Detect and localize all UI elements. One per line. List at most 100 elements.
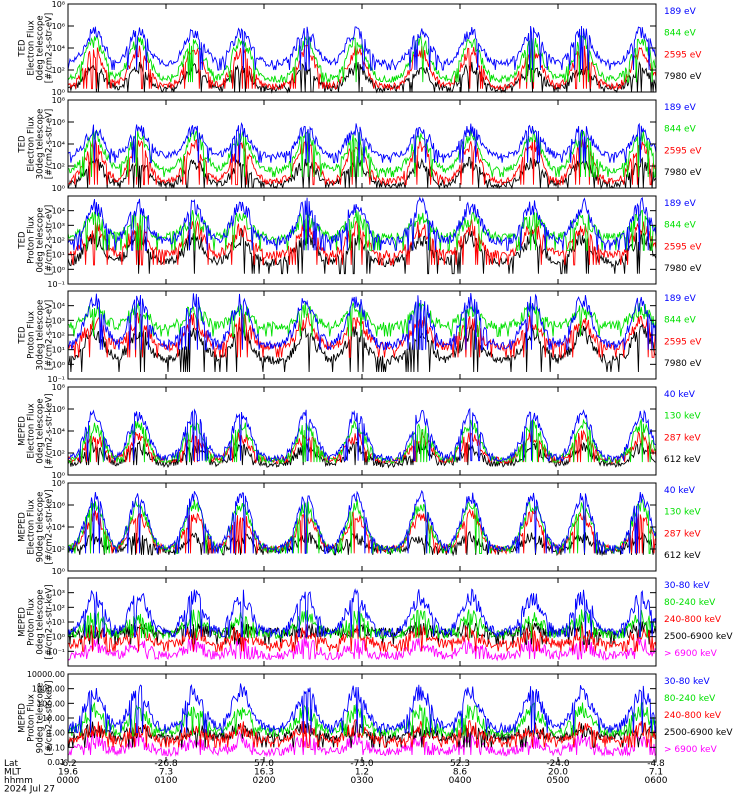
- x-tick-hhmm: 0600: [645, 776, 668, 786]
- y-axis-label-line: [#/cm2-s-str-eV]: [45, 13, 55, 83]
- y-tick-label: 10⁻¹: [47, 375, 65, 384]
- legend-entry: 7980 eV: [664, 168, 702, 178]
- y-axis-label: TEDElectron Flux0deg telescope[#/cm2-s-s…: [18, 13, 55, 83]
- y-axis-label-line: TED: [18, 135, 28, 154]
- legend-entry: > 6900 keV: [664, 649, 718, 659]
- y-axis-label-line: 0deg telescope: [36, 589, 46, 654]
- panel-5: 10⁰ 10² 10⁴ 10⁶ 10⁸ MEPEDElectron Flux0deg te…: [18, 383, 702, 480]
- x-tick-mlt: 16.3: [254, 768, 274, 778]
- series-3-1-line: [67, 227, 657, 275]
- series-4-4-line: [67, 292, 657, 351]
- legend-entry: 2595 eV: [664, 50, 702, 60]
- y-axis-label: TEDProton Flux30deg telescope[#/cm2-s-st…: [18, 300, 55, 371]
- y-tick-label: 10⁻¹: [47, 280, 65, 289]
- y-tick-label: 10¹: [52, 251, 65, 260]
- x-tick-lat: -73.0: [350, 759, 374, 769]
- y-axis-label-line: Proton Flux: [27, 216, 37, 264]
- x-tick-lat: 57.0: [254, 759, 274, 769]
- y-tick-label: 10⁶: [52, 22, 65, 31]
- legend-entry: 844 eV: [664, 221, 697, 231]
- panel-6: 10⁰ 10² 10⁴ 10⁶ 10⁸ MEPEDElectron Flux90deg t…: [18, 479, 702, 576]
- y-axis-label-line: TED: [18, 326, 28, 345]
- y-axis-label-line: [#/cm2-s-str-eV]: [45, 205, 55, 275]
- y-tick-label: 10000.00: [27, 670, 65, 679]
- x-tick-hhmm: 0200: [253, 776, 276, 786]
- y-tick-label: 10⁴: [52, 207, 65, 216]
- legend-entry: 189 eV: [664, 7, 697, 17]
- y-tick-label: 10⁻¹: [47, 647, 65, 656]
- y-tick-label: 10⁸: [52, 0, 65, 9]
- series-2-2-line: [67, 138, 657, 187]
- y-tick-label: 1.00: [47, 729, 65, 738]
- y-axis-label-line: 0deg telescope: [36, 398, 46, 463]
- series-7-5-line: [67, 588, 657, 639]
- legend-entry: 240-800 keV: [664, 711, 722, 721]
- legend-entry: 612 keV: [664, 551, 701, 561]
- legend-entry: 844 eV: [664, 29, 697, 39]
- x-tick-hhmm: 0500: [547, 776, 570, 786]
- y-axis-label-line: [#/cm2-s-str-keV]: [45, 394, 55, 469]
- y-axis-label: TEDElectron Flux30deg telescope[#/cm2-s-…: [18, 109, 55, 180]
- x-tick-mlt: 7.3: [159, 768, 173, 778]
- y-tick-label: 10⁴: [52, 44, 65, 53]
- x-tick-lat: 52.3: [450, 759, 470, 769]
- legend-entry: 7980 eV: [664, 264, 702, 274]
- y-tick-label: 10³: [52, 589, 65, 598]
- y-axis-label-line: 90deg telescope: [36, 492, 46, 563]
- y-axis-label-line: [#/cm2-s-str-keV]: [45, 681, 55, 756]
- y-tick-label: 0.10: [47, 743, 65, 752]
- y-axis-label-line: Electron Flux: [27, 116, 37, 171]
- series-7-3-line: [67, 622, 657, 652]
- y-axis-label-line: MEPED: [18, 512, 28, 542]
- y-tick-label: 10⁸: [52, 96, 65, 105]
- y-tick-label: 10⁰: [52, 633, 65, 642]
- y-axis-label-line: [#/cm2-s-str-keV]: [45, 490, 55, 565]
- y-tick-label: 1000.00: [32, 685, 65, 694]
- y-axis-label: MEPEDProton Flux0deg telescope[#/cm2-s-s…: [18, 585, 55, 660]
- series-8-3-line: [67, 719, 657, 748]
- x-tick-mlt: 8.6: [453, 768, 468, 778]
- y-tick-label: 10⁰: [52, 471, 65, 480]
- y-tick-label: 10⁴: [52, 523, 65, 532]
- x-tick-lat: -26.8: [154, 759, 178, 769]
- y-axis-label-line: TED: [18, 231, 28, 250]
- series-5-4-line: [67, 407, 657, 463]
- y-axis-label-line: 0deg telescope: [36, 15, 46, 80]
- series-4-1-line: [67, 322, 657, 373]
- x-tick-mlt: 20.0: [548, 768, 568, 778]
- legend-entry: 30-80 keV: [664, 677, 710, 687]
- y-axis-label-line: Proton Flux: [27, 311, 37, 359]
- x-tick-hhmm: 0300: [351, 776, 374, 786]
- x-tick-hhmm: 0100: [155, 776, 178, 786]
- x-tick-hhmm: 0000: [57, 776, 80, 786]
- y-axis-label-line: Electron Flux: [27, 20, 37, 75]
- legend-entry: 80-240 keV: [664, 694, 716, 704]
- y-axis-label-line: MEPED: [18, 416, 28, 446]
- series-7-1-line: [67, 635, 657, 662]
- y-tick-label: 10⁴: [52, 140, 65, 149]
- legend-entry: 7980 eV: [664, 359, 702, 369]
- x-tick-mlt: 1.2: [355, 768, 369, 778]
- legend-entry: 2500-6900 keV: [664, 728, 733, 738]
- legend-entry: 240-800 keV: [664, 615, 722, 625]
- y-axis-label-line: TED: [18, 39, 28, 58]
- y-tick-label: 100.00: [37, 699, 65, 708]
- y-axis-label-line: [#/cm2-s-str-keV]: [45, 585, 55, 660]
- y-axis-label-line: [#/cm2-s-str-eV]: [45, 300, 55, 370]
- y-axis-label-line: 30deg telescope: [36, 109, 46, 180]
- legend-entry: 189 eV: [664, 199, 697, 209]
- y-axis-label: MEPEDElectron Flux0deg telescope[#/cm2-s…: [18, 394, 55, 469]
- legend-entry: 80-240 keV: [664, 598, 716, 608]
- y-axis-label-line: 90deg telescope: [36, 683, 46, 754]
- y-tick-label: 10⁶: [52, 501, 65, 510]
- y-tick-label: 10⁰: [52, 184, 65, 193]
- series-2-4-line: [67, 122, 657, 164]
- y-axis-label-line: 0deg telescope: [36, 207, 46, 272]
- y-tick-label: 10⁰: [52, 265, 65, 274]
- y-tick-label: 10⁰: [52, 567, 65, 576]
- y-axis-label-line: MEPED: [18, 703, 28, 733]
